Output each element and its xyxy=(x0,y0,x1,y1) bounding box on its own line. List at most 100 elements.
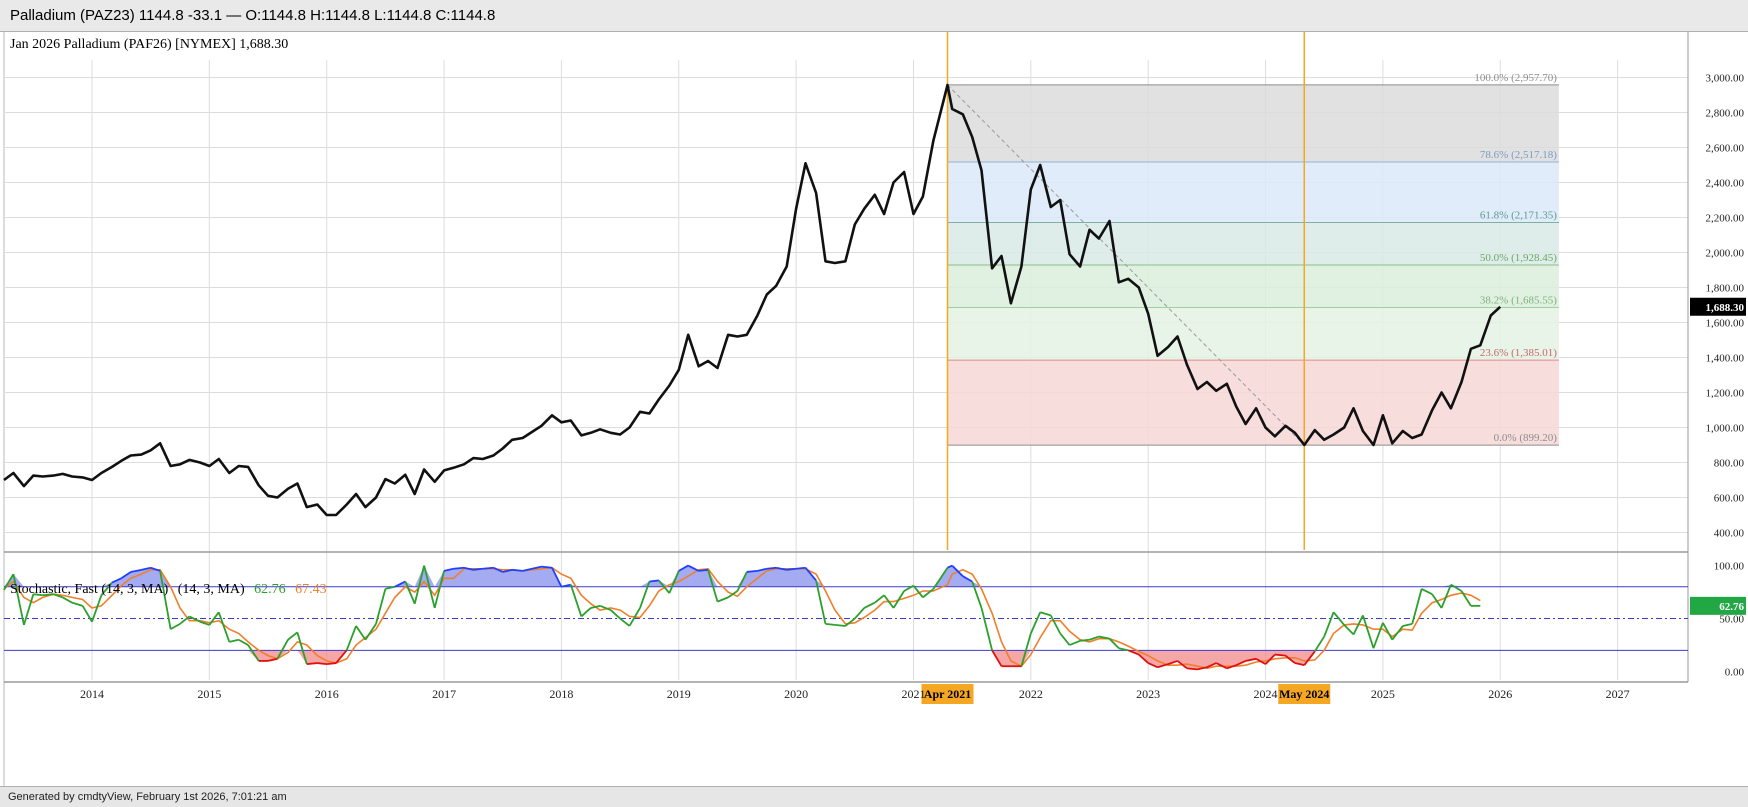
stoch-k-segment xyxy=(1215,662,1228,670)
stoch-k-segment xyxy=(1264,653,1276,665)
stoch-k-segment xyxy=(1460,590,1472,607)
year-tick-label: 2026 xyxy=(1488,687,1512,701)
stoch-k-segment xyxy=(757,567,767,572)
stoch-k-segment xyxy=(1294,662,1305,667)
year-tick-label: 2022 xyxy=(1019,687,1043,701)
price-series-line xyxy=(3,83,1502,517)
stoch-k-segment xyxy=(375,588,387,625)
stoch-k-segment xyxy=(91,594,103,623)
stoch-k-segment xyxy=(883,594,895,609)
stoch-k-segment xyxy=(1049,614,1061,634)
stochastic-legend: Stochastic, Fast (14, 3, MA) (14, 3, MA)… xyxy=(10,582,327,597)
stoch-k-segment xyxy=(296,632,308,665)
stoch-k-segment xyxy=(903,584,914,592)
stoch-k-segment xyxy=(947,564,953,569)
year-tick-label: 2014 xyxy=(80,687,104,701)
stoch-k-segment xyxy=(590,604,601,609)
fibonacci-layer: 100.0% (2,957.70) 78.6% (2,517.18) 61.8% (… xyxy=(946,32,1559,550)
stoch-k-segment xyxy=(189,615,201,623)
stoch-k-segment xyxy=(1098,635,1110,640)
stoch-k-segment xyxy=(150,566,161,572)
stoch-k-segment xyxy=(364,623,377,641)
stoch-k-segment xyxy=(111,577,122,584)
last-k-label: 62.76 xyxy=(1719,601,1744,613)
stoch-k-segment xyxy=(1352,614,1364,635)
price-tick-label: 2,800.00 xyxy=(1706,108,1745,120)
stoch-k-segment xyxy=(394,580,406,588)
stochastic-title: Stochastic, Fast (14, 3, MA) xyxy=(10,582,169,597)
price-tick-label: 600.00 xyxy=(1714,493,1745,505)
stoch-k-segment xyxy=(12,573,25,626)
last-price-label: 1,688.30 xyxy=(1706,302,1745,314)
stoch-k-segment xyxy=(1157,663,1169,669)
stoch-k-segment xyxy=(922,588,934,599)
stoch-k-segment xyxy=(170,623,181,630)
stoch-k-segment xyxy=(317,662,327,666)
date-marker-badge xyxy=(1278,684,1331,704)
stoch-k-segment xyxy=(229,638,239,643)
stoch-k-segment xyxy=(707,569,719,602)
year-tick-label: 2017 xyxy=(432,687,456,701)
fib-zone xyxy=(947,161,1559,223)
stoch-k-segment xyxy=(208,611,220,626)
date-marker-label: Apr 2021 xyxy=(924,687,971,701)
stoch-k-segment xyxy=(42,593,54,597)
stoch-k-segment xyxy=(287,631,298,641)
chart-svg[interactable]: 100.0% (2,957.70) 78.6% (2,517.18) 61.8% (… xyxy=(0,32,1748,786)
stoch-k-segment xyxy=(1147,662,1158,669)
stoch-k-segment xyxy=(473,567,483,571)
stoch-k-segment xyxy=(463,566,474,571)
stoch-k-segment xyxy=(639,581,651,609)
stoch-k-segment xyxy=(668,570,680,594)
fib-level-label: 0.0% (899.20) xyxy=(1494,432,1558,444)
stochastic-k-value: 62.76 xyxy=(254,582,286,597)
price-tick-label: 2,200.00 xyxy=(1706,213,1745,225)
fib-zone xyxy=(947,265,1559,308)
stoch-k-segment xyxy=(775,566,787,571)
stoch-k-segment xyxy=(541,565,553,569)
stoch-k-segment xyxy=(844,617,856,627)
stoch-k-segment xyxy=(1059,632,1071,646)
price-tick-label: 800.00 xyxy=(1714,458,1745,470)
stoch-k-segment xyxy=(727,590,738,599)
stoch-k-segment xyxy=(786,567,797,571)
window-titlebar: Palladium (PAZ23) 1144.8 -33.1 — O:1144.… xyxy=(0,0,1748,32)
stoch-k-segment xyxy=(1226,664,1237,670)
stoch-k-segment xyxy=(561,583,572,588)
stoch-k-segment xyxy=(355,625,367,641)
stoch-k-segment xyxy=(179,615,190,625)
date-marker-badge xyxy=(921,684,974,704)
year-tick-label: 2018 xyxy=(549,687,573,701)
year-tick-label: 2024 xyxy=(1254,687,1278,701)
stoch-k-segment xyxy=(23,593,35,626)
footer-text: Generated by cmdtyView, February 1st 202… xyxy=(8,791,287,803)
stoch-k-segment xyxy=(854,607,865,620)
stoch-k-segment xyxy=(1118,647,1129,652)
year-tick-label: 2027 xyxy=(1606,687,1630,701)
stoch-k-segment xyxy=(433,570,445,609)
fib-trend-line xyxy=(947,84,1305,446)
stoch-k-segment xyxy=(276,639,289,660)
stoch-k-segment xyxy=(1080,638,1090,642)
stoch-k-segment xyxy=(423,565,436,609)
stoch-k-segment xyxy=(971,581,983,609)
stoch-k-segment xyxy=(698,568,709,572)
stoch-k-segment xyxy=(1206,662,1217,669)
stoch-k-segment xyxy=(1314,636,1325,652)
stoch-k-segment xyxy=(306,662,318,666)
stoch-k-segment xyxy=(687,564,700,572)
fib-zone xyxy=(947,222,1559,266)
stoch-k-segment xyxy=(482,566,494,570)
oversold-fill xyxy=(4,650,1481,670)
stoch-k-segment xyxy=(1450,583,1462,592)
price-tick-label: 2,400.00 xyxy=(1706,178,1745,190)
stoch-k-segment xyxy=(385,585,395,590)
fib-level-label: 50.0% (1,928.45) xyxy=(1480,252,1557,264)
stoch-k-segment xyxy=(796,566,806,570)
stoch-k-segment xyxy=(834,624,846,627)
stoch-k-segment xyxy=(522,567,533,572)
stoch-k-segment xyxy=(1421,588,1433,595)
price-tick-label: 1,600.00 xyxy=(1706,318,1745,330)
price-layer xyxy=(3,83,1502,517)
stoch-k-segment xyxy=(238,638,249,646)
